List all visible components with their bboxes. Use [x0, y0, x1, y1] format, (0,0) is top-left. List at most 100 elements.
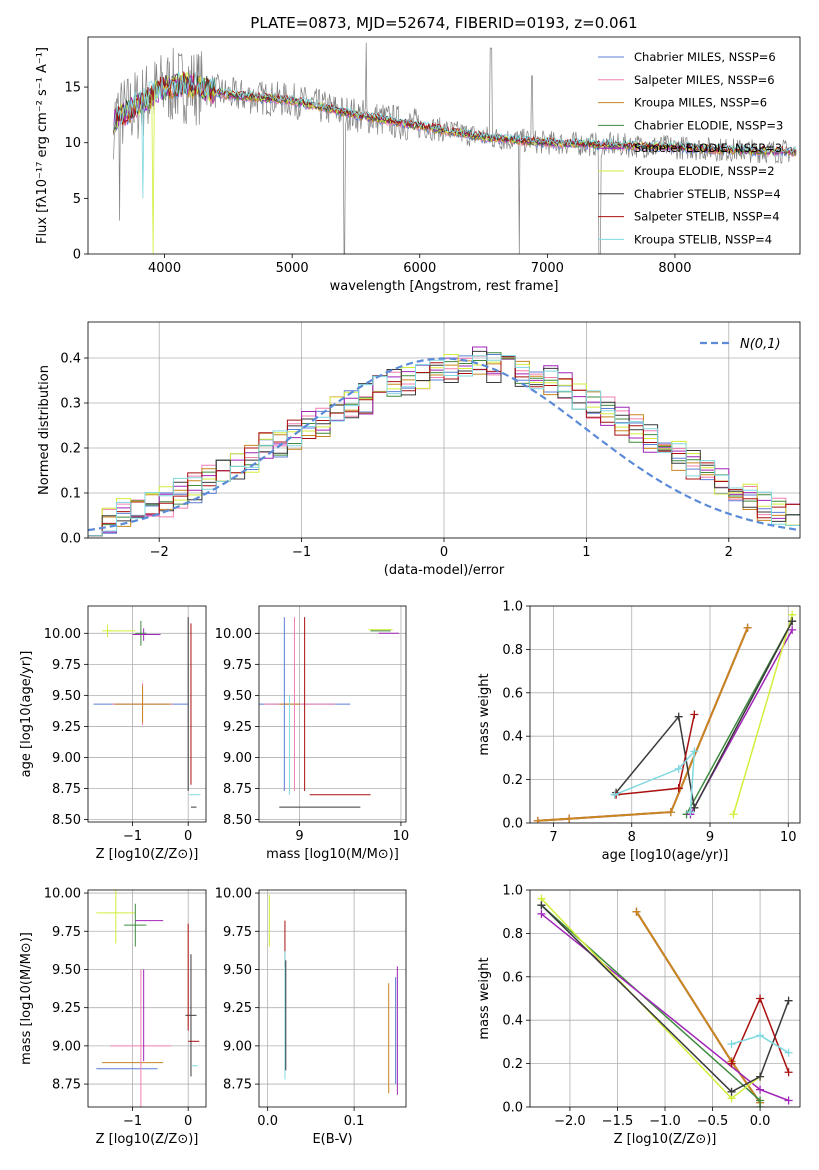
x-tick-label: 2	[725, 545, 733, 560]
y-tick-label: 9.25	[223, 1001, 252, 1016]
y-tick-label: 9.50	[223, 963, 252, 978]
y-tick-label: 0.2	[502, 1057, 523, 1072]
y-tick-label: 0.0	[502, 817, 523, 832]
y-tick-label: 9.00	[52, 751, 81, 766]
y-axis-label: age [log10(age/yr)]	[19, 651, 34, 778]
x-tick-label: 0	[184, 829, 192, 844]
y-tick-label: 5	[73, 192, 81, 207]
y-tick-label: 10.00	[44, 887, 81, 902]
weight-marker-7	[674, 784, 683, 793]
weight-series-2	[537, 627, 749, 822]
errorbar-point-8	[185, 954, 197, 1077]
x-tick-label: 0.0	[257, 1114, 278, 1129]
panel-weight-vs-age: 7 8 9 10 0.0 0.2 0.4 0.6 0.8 1.0 age [log10(age/yr…	[477, 600, 801, 863]
model-spectrum-8	[113, 71, 797, 199]
x-axis-label: Z [log10(Z/Z⊙)]	[96, 847, 199, 862]
y-tick-label: 9.25	[52, 720, 81, 735]
panel-residuals: −2 −1 0 1 2 0.0 0.1 0.2 0.3 0.4 (data-model)/error…	[37, 321, 801, 578]
weight-marker-8	[610, 790, 619, 799]
weight-marker-6	[674, 712, 683, 721]
weight-marker-8	[690, 747, 699, 756]
weight-series-5	[540, 898, 761, 1100]
y-tick-label: 10.00	[215, 887, 252, 902]
y-tick-label: 0.4	[502, 1014, 523, 1029]
x-axis-label: E(B-V)	[312, 1132, 352, 1147]
y-tick-label: 0.8	[502, 927, 523, 942]
legend-entry-7: Salpeter STELIB, NSSP=4	[634, 210, 780, 224]
x-tick-label: 8000	[658, 261, 691, 276]
errorbar-point-6	[124, 903, 147, 947]
x-tick-label: 7000	[531, 261, 564, 276]
legend-entry-2: Kroupa MILES, NSSP=6	[634, 96, 767, 110]
legend-entry-8: Kroupa STELIB, NSSP=4	[634, 232, 772, 246]
x-tick-label: 9	[706, 830, 714, 845]
weight-marker-7	[727, 1059, 736, 1068]
weight-series-6	[615, 620, 793, 811]
weight-marker-4	[784, 1096, 793, 1105]
y-axis-label: Normed distribution	[37, 365, 52, 495]
weight-marker-8	[727, 1040, 736, 1049]
y-tick-label: 9.75	[223, 925, 252, 940]
axes-frame	[258, 605, 407, 823]
y-axis-label: mass [log10(M/M⊙)]	[19, 932, 34, 1065]
plot-area	[88, 322, 800, 538]
y-tick-label: 0.6	[502, 970, 523, 985]
y-tick-label: 0.2	[502, 773, 523, 788]
weight-marker-2	[632, 907, 641, 916]
y-tick-label: 1.0	[502, 600, 523, 615]
x-axis-label: Z [log10(Z/Z⊙)]	[614, 1132, 717, 1147]
y-tick-label: 10.00	[215, 627, 252, 642]
x-tick-label: 0.0	[750, 1114, 771, 1129]
y-axis-label: mass weight	[477, 673, 492, 755]
x-axis-label: Z [log10(Z/Z⊙)]	[96, 1132, 199, 1147]
weight-marker-6	[756, 1072, 765, 1081]
y-tick-label: 9.75	[52, 925, 81, 940]
weight-marker-3	[756, 1103, 765, 1107]
normal-distribution-curve	[88, 357, 800, 532]
panel-weight-vs-Z: −2.0 −1.5 −1.0 −0.5 0.0 0.0 0.2 0.4 0.6 0.8 1.0 Z […	[477, 884, 801, 1147]
x-tick-label: 0	[440, 545, 448, 560]
weight-marker-4	[788, 625, 797, 634]
x-tick-label: 0	[184, 1114, 192, 1129]
weight-marker-7	[784, 1068, 793, 1077]
axes-frame	[529, 605, 801, 824]
y-tick-label: 8.75	[223, 782, 252, 797]
panel-spectrum: 4000 5000 6000 7000 8000 0 5 10 15 PLATE=0873, MJ…	[35, 14, 801, 294]
weight-series-6	[540, 904, 790, 1093]
errorbar-point-5	[96, 890, 136, 944]
panel-mass-vs-EBV: 0.0 0.1 8.75 9.00 9.25 9.50 9.75 10.00 E(B-V)	[215, 887, 407, 1147]
x-tick-label: −1.0	[649, 1114, 681, 1129]
weight-marker-8	[674, 764, 683, 773]
x-tick-label: 8	[628, 830, 636, 845]
y-tick-label: 8.50	[52, 813, 81, 828]
y-tick-label: 9.00	[52, 1039, 81, 1054]
panel-mass-vs-Z: −1 0 8.75 9.00 9.25 9.50 9.75 10.00 Z [log10(Z/Z…	[19, 887, 207, 1147]
legend-entry-5: Kroupa ELODIE, NSSP=2	[634, 164, 775, 178]
weight-series-5	[732, 614, 793, 815]
weight-marker-6	[727, 1087, 736, 1096]
panel-age-vs-Z: −1 0 8.50 8.75 9.00 9.25 9.50 9.75 10.00 Z [log10…	[19, 605, 207, 862]
axes-frame	[258, 889, 407, 1108]
weight-marker-8	[784, 1048, 793, 1057]
legend-entry-6: Chabrier STELIB, NSSP=4	[634, 187, 781, 201]
x-tick-label: −1	[292, 545, 311, 560]
plot-area	[88, 606, 206, 822]
axes-frame	[87, 36, 801, 255]
x-axis-label: (data-model)/error	[384, 563, 505, 578]
plot-area	[113, 42, 797, 254]
plot-area	[259, 890, 406, 1107]
y-axis-label: Flux [fλ10⁻¹⁷ erg cm⁻² s⁻¹ A⁻¹]	[35, 47, 50, 244]
plot-area	[259, 606, 406, 822]
weight-marker-8	[756, 1031, 765, 1040]
legend-entry-3: Chabrier ELODIE, NSSP=3	[634, 118, 783, 132]
errorbar-point-5	[132, 628, 155, 641]
weight-marker-8	[686, 808, 695, 817]
legend-entry-4: Salpeter ELODIE, NSSP=3	[634, 141, 782, 155]
x-tick-label: 1	[582, 545, 590, 560]
weight-marker-2	[533, 816, 542, 823]
histogram-step-8	[88, 355, 800, 537]
x-tick-label: −2	[150, 545, 169, 560]
axes-frame	[87, 321, 801, 539]
x-tick-label: 10	[780, 830, 797, 845]
